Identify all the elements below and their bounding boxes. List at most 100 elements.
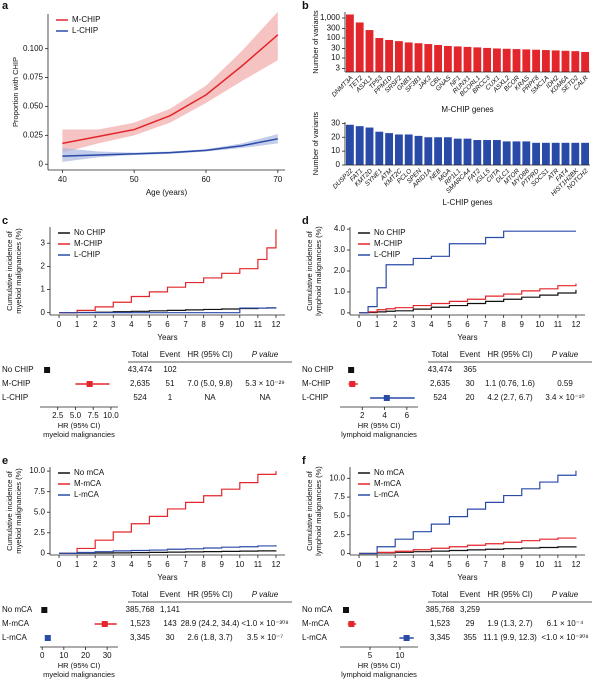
bar	[463, 138, 472, 165]
x-tick-label: 0	[57, 320, 62, 329]
y-tick-label: 7.5	[334, 492, 346, 501]
bar	[541, 50, 550, 72]
hr: 11.1 (9.9, 12.3)	[483, 633, 537, 642]
hr-marker	[343, 607, 349, 613]
bar	[365, 127, 374, 165]
legend-label: L-CHIP	[72, 26, 98, 35]
x-tick-label: 60	[202, 175, 211, 184]
y-axis-label: Number of variants	[311, 112, 320, 176]
x-axis-label: L-CHIP genes	[442, 198, 492, 207]
hr: NA	[204, 393, 216, 402]
p-value: 5.3 × 10⁻²⁹	[245, 379, 284, 388]
bar	[424, 44, 433, 72]
bar	[394, 41, 403, 72]
forest-tick-label: 5.0	[70, 411, 82, 420]
forest-tick-label: 20	[81, 651, 90, 660]
x-tick-label: 7	[483, 320, 488, 329]
step-line	[359, 537, 577, 555]
line	[62, 34, 279, 145]
event: 51	[166, 379, 175, 388]
total: 524	[133, 393, 147, 402]
bar	[434, 44, 443, 72]
event: 365	[463, 365, 477, 374]
total: 2,635	[130, 379, 151, 388]
table-header: HR (95% CI)	[187, 590, 233, 599]
step-line	[59, 229, 277, 314]
forest-tick-label: 10	[59, 651, 68, 660]
bar	[453, 138, 462, 165]
bar	[414, 135, 423, 165]
forest-tick-label: 4	[382, 411, 387, 420]
forest-tick-label: 30	[103, 651, 112, 660]
x-tick-label: 10	[535, 560, 544, 569]
bar	[375, 131, 384, 165]
x-tick-label: 1	[75, 560, 80, 569]
bar	[404, 42, 413, 72]
y-axis-label: Number of variants	[311, 10, 320, 74]
bar	[473, 140, 482, 165]
panel-letter: f	[302, 455, 306, 467]
bar	[502, 48, 511, 72]
bar	[492, 140, 501, 165]
forest-axis-label: myeloid malignancies	[43, 670, 115, 679]
y-tick-label: 1.0	[334, 287, 346, 296]
bar	[424, 137, 433, 165]
x-tick-label: 3	[411, 560, 416, 569]
y-tick-label: 2.5	[34, 528, 46, 537]
event: 143	[163, 619, 177, 628]
total: 385,768	[426, 605, 455, 614]
bar	[502, 141, 511, 165]
total: 1,523	[130, 619, 151, 628]
x-tick-label: 6	[165, 560, 170, 569]
panel-letter: c	[2, 215, 8, 227]
bar	[404, 134, 413, 165]
row-label: No mCA	[302, 605, 333, 614]
total: 43,474	[428, 365, 453, 374]
y-axis-label: myeloid malignancies (%)	[14, 228, 23, 314]
bar	[483, 140, 492, 165]
y-axis-label: Proportion with CHIP	[11, 57, 20, 127]
legend-label: M-CHIP	[74, 239, 102, 248]
x-axis-label: M-CHIP genes	[441, 105, 493, 114]
forest-tick-label: 0	[40, 651, 45, 660]
legend-label: L-mCA	[74, 490, 100, 499]
bar	[355, 22, 364, 73]
x-tick-label: 40	[58, 175, 67, 184]
forest-axis-label: myeloid malignancies	[43, 430, 115, 439]
hr-marker	[41, 607, 48, 613]
bar	[561, 142, 570, 165]
table-header: HR (95% CI)	[487, 590, 533, 599]
table-header: Event	[160, 590, 181, 599]
y-tick-label: 0	[341, 549, 346, 558]
table-header: Total	[432, 590, 449, 599]
hr-marker	[383, 395, 390, 401]
y-tick-label: 0.025	[23, 130, 44, 139]
table-header: P value	[252, 590, 279, 599]
x-tick-label: 5	[147, 320, 152, 329]
bar	[532, 49, 541, 72]
x-tick-label: 6	[465, 320, 470, 329]
hr: 1.1 (0.76, 1.6)	[485, 379, 535, 388]
x-tick-label: 0	[57, 560, 62, 569]
panel-letter: d	[302, 215, 309, 227]
total: 385,768	[126, 605, 155, 614]
total: 2,635	[430, 379, 451, 388]
row-label: L-CHIP	[2, 393, 28, 402]
hr-marker	[349, 381, 356, 387]
forest-tick-label: 7.5	[88, 411, 100, 420]
y-tick-label: 0	[341, 308, 346, 317]
x-axis-label: Age (years)	[146, 188, 188, 197]
forest-axis-label: lymphoid malignancies	[341, 430, 417, 439]
event: 102	[163, 365, 177, 374]
total: 524	[433, 393, 447, 402]
x-tick-label: 2	[393, 320, 398, 329]
step-line	[59, 471, 277, 554]
x-tick-label: 12	[572, 560, 581, 569]
y-tick-label: 10	[331, 146, 340, 155]
hr-marker	[44, 635, 51, 641]
bar	[561, 50, 570, 72]
bar	[355, 126, 364, 165]
x-tick-label: 4	[129, 560, 134, 569]
x-tick-label: 11	[254, 560, 263, 569]
y-tick-label: 20	[331, 132, 340, 141]
